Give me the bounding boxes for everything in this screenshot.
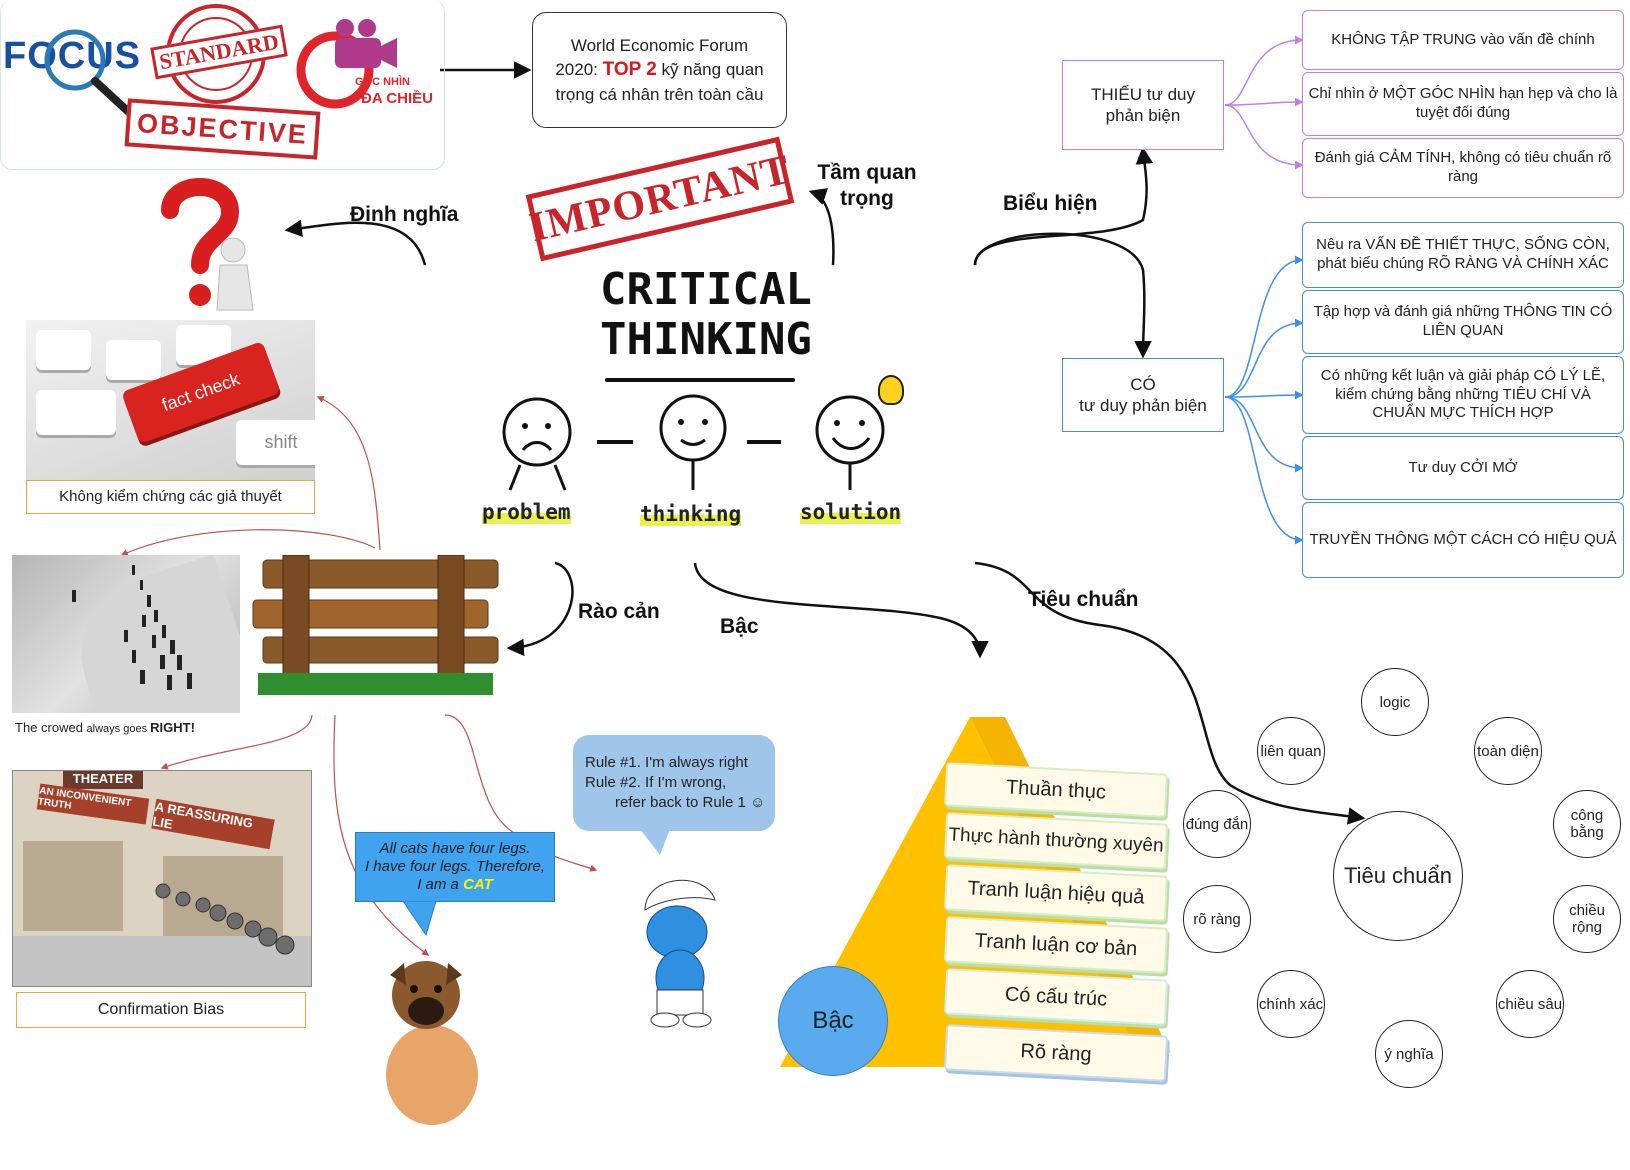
question-mark-icon [161,178,254,311]
question-figure [125,170,285,315]
bubble-tail [402,901,437,937]
label-bac: Bậc [720,615,759,638]
standard-chieu-rong: chiều rộng [1553,885,1621,953]
shift-key: shift [236,420,315,465]
standard-y-nghia: ý nghĩa [1375,1020,1443,1088]
lightbulb [878,375,904,405]
co-item-3: Có những kết luận và giải pháp CÓ LÝ LẼ,… [1302,356,1624,434]
theater-image: THEATER AN INCONVENIENT TRUTH A REASSURI… [12,770,312,987]
co-item-5: TRUYỀN THÔNG MỘT CÁCH CÓ HIỆU QUẢ [1302,502,1624,578]
crowd-image [12,555,240,713]
neutral-face-icon [659,394,727,490]
arrow-bac [693,562,989,659]
standard-logic: logic [1361,668,1429,736]
standard-seal: STANDARD [150,2,288,112]
wef-line1: World Economic Forum [570,35,749,55]
arrow-rao-can [506,561,574,657]
wef-line2: 2020: TOP 2 kỹ năng quan [555,59,764,81]
theater-sign: THEATER [63,771,143,789]
standards-center: Tiêu chuẩn [1333,811,1463,941]
fact-check-keyboard: fact check shift [26,320,315,485]
label-tam-quan-trong: Tầm quan trọng [817,161,917,211]
wef-box: World Economic Forum 2020: TOP 2 kỹ năng… [532,12,787,128]
standard-chinh-xac: chính xác [1257,970,1325,1038]
queue-people [155,883,295,955]
thieu-box: THIẾU tư duy phản biện [1062,60,1224,150]
standard-ro-rang: rõ ràng [1183,885,1251,953]
goc-nhin-logo: GÓC NHÌN ĐA CHIỀU [293,10,433,120]
wef-line3: trọng cá nhân trên toàn cầu [555,84,764,104]
magnifier-icon [44,29,137,120]
label-rao-can: Rào cản [578,600,660,623]
focus-logo: FOCUS [3,20,140,120]
dog-cat-image [360,955,490,1130]
thieu-item-2: Chỉ nhìn ở MỘT GÓC NHÌN hạn hẹp và cho l… [1302,72,1624,136]
standard-chieu-sau: chiều sâu [1496,970,1564,1038]
title-underline [605,378,795,382]
standard-dung-dan: đúng đắn [1183,790,1251,858]
fact-check-caption: Không kiểm chứng các giả thuyết [26,480,315,514]
happy-face-icon [815,395,885,490]
thieu-item-1: KHÔNG TẬP TRUNG vào vấn đề chính [1302,10,1624,70]
sad-face-icon [502,397,572,491]
crowd-figures [72,565,192,690]
arrow-tieu-chuan [974,561,1366,825]
stage-problem: problem [482,500,571,524]
co-item-2: Tập hợp và đánh giá những THÔNG TIN CÓ L… [1302,290,1624,354]
objective-stamp: OBJECTIVE [124,98,321,160]
logos-panel: FOCUS STANDARD OBJECTIVE GÓC NHÌN ĐA CHI… [0,0,445,170]
confirmation-bias-caption: Confirmation Bias [16,992,306,1028]
arrow-dinh-nghia [284,219,427,266]
stage-faces [502,394,885,491]
label-bieu-hien: Biểu hiện [1003,192,1098,215]
co-box: CÓ tư duy phản biện [1062,358,1224,432]
arrow-bieu-hien-co [973,232,1152,359]
thieu-item-3: Đánh giá CẢM TÍNH, không có tiêu chuẩn r… [1302,138,1624,198]
co-item-1: Nêu ra VẤN ĐỀ THIẾT THỰC, SỐNG CÒN, phát… [1302,222,1624,288]
standard-toan-dien: toàn diện [1474,717,1542,785]
standard-lien-quan: liên quan [1257,717,1325,785]
pyramid-label: Bậc [778,966,888,1076]
cats-speech-bubble: All cats have four legs. I have four leg… [355,832,555,902]
rule-speech-bubble: Rule #1. I'm always right Rule #2. If I'… [573,735,775,831]
camera-icon [296,19,397,109]
co-item-4: Tư duy CỞI MỞ [1302,436,1624,500]
rule-bubble-tail [640,829,670,855]
arrow-tam-quan-trong [808,188,835,266]
label-tieu-chuan: Tiêu chuẩn [1028,588,1139,611]
critical-thinking-title: CRITICAL THINKING [600,264,812,365]
smurf-image [625,870,735,1030]
stage-thinking: thinking [640,502,742,526]
crowd-caption: The crowed always goes RIGHT! [15,720,195,735]
fence-image [248,554,500,695]
label-dinh-nghia: Định nghĩa [350,203,459,226]
standard-cong-bang: công bằng [1553,790,1621,858]
stage-solution: solution [800,500,902,524]
